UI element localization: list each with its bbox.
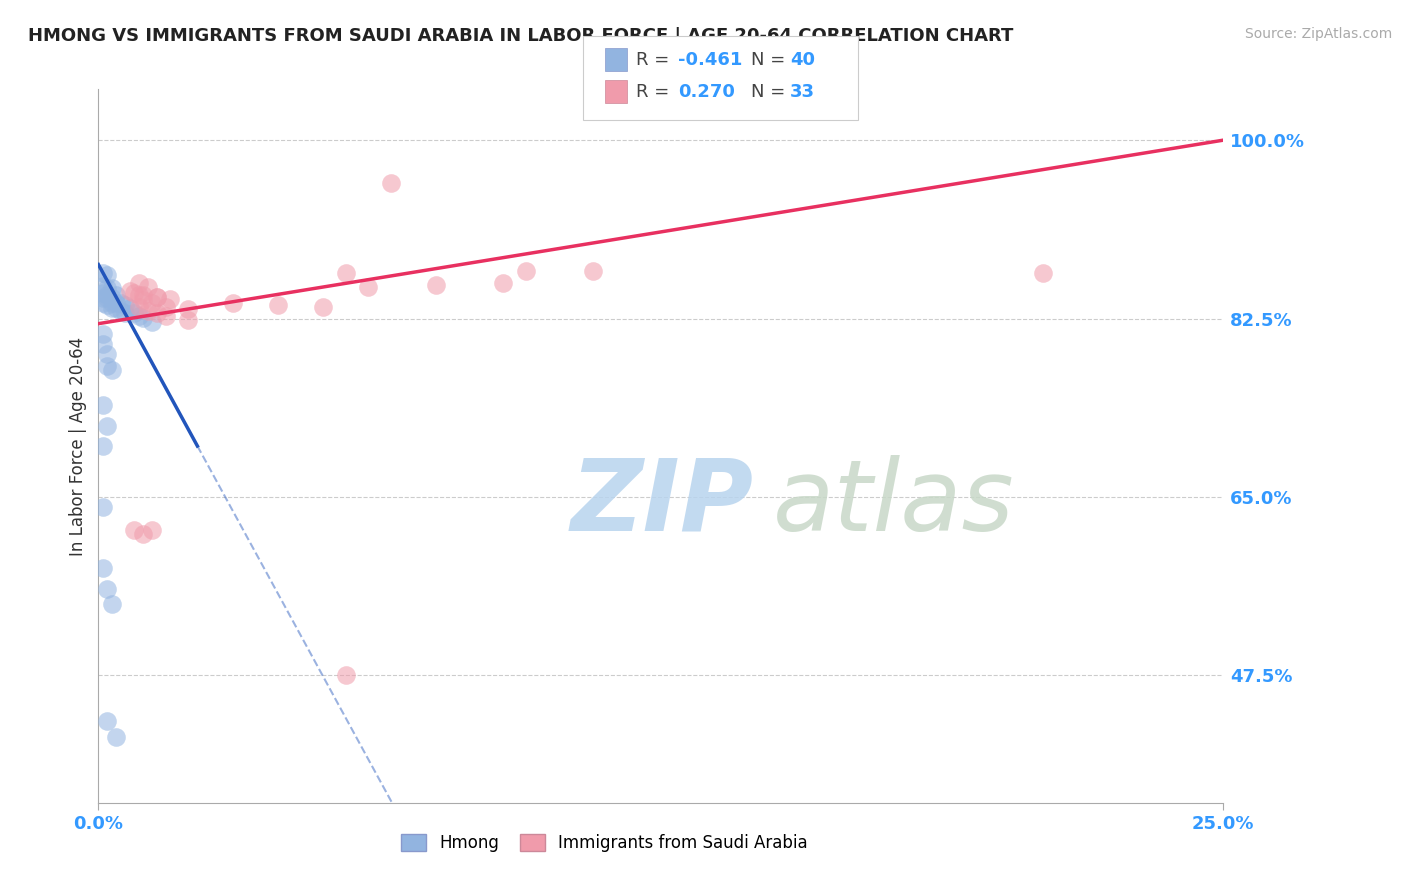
Legend: Hmong, Immigrants from Saudi Arabia: Hmong, Immigrants from Saudi Arabia — [395, 827, 814, 859]
Point — [132, 288, 155, 302]
Text: R =: R = — [636, 51, 675, 69]
Point — [91, 279, 114, 293]
Point — [159, 292, 181, 306]
Point — [1032, 266, 1054, 280]
Point — [101, 301, 124, 316]
Text: 0.270: 0.270 — [678, 83, 734, 101]
Point — [335, 266, 357, 280]
Text: Source: ZipAtlas.com: Source: ZipAtlas.com — [1244, 27, 1392, 41]
Point — [91, 266, 114, 280]
Point — [155, 309, 177, 323]
Point — [105, 288, 128, 302]
Point — [114, 306, 136, 320]
Y-axis label: In Labor Force | Age 20-64: In Labor Force | Age 20-64 — [69, 336, 87, 556]
Point — [136, 280, 159, 294]
Point — [110, 296, 132, 310]
Point — [118, 284, 141, 298]
Point — [91, 500, 114, 515]
Text: 33: 33 — [790, 83, 815, 101]
Text: ZIP: ZIP — [571, 455, 754, 551]
Point — [515, 263, 537, 277]
Text: atlas: atlas — [773, 455, 1015, 551]
Point — [91, 561, 114, 575]
Point — [91, 286, 114, 301]
Point — [312, 301, 335, 315]
Point — [105, 301, 128, 316]
Point — [91, 439, 114, 453]
Point — [492, 276, 515, 290]
Point — [124, 306, 146, 320]
Point — [91, 291, 114, 305]
Point — [101, 296, 124, 310]
Point — [96, 291, 118, 305]
Point — [96, 418, 118, 433]
Point — [96, 714, 118, 729]
Point — [146, 290, 169, 304]
Point — [101, 281, 124, 295]
Point — [91, 326, 114, 341]
Point — [96, 359, 118, 374]
Text: 40: 40 — [790, 51, 815, 69]
Point — [128, 309, 150, 323]
Text: N =: N = — [751, 51, 790, 69]
Point — [128, 301, 150, 315]
Point — [132, 293, 155, 308]
Point — [146, 306, 169, 320]
Point — [155, 301, 177, 315]
Point — [101, 597, 124, 611]
Point — [101, 362, 124, 376]
Point — [357, 280, 380, 294]
Point — [335, 668, 357, 682]
Point — [177, 312, 200, 326]
Point — [96, 268, 118, 282]
Point — [91, 398, 114, 412]
Point — [118, 301, 141, 316]
Point — [128, 288, 150, 302]
Point — [132, 310, 155, 325]
Point — [124, 286, 146, 301]
Point — [101, 291, 124, 305]
Text: HMONG VS IMMIGRANTS FROM SAUDI ARABIA IN LABOR FORCE | AGE 20-64 CORRELATION CHA: HMONG VS IMMIGRANTS FROM SAUDI ARABIA IN… — [28, 27, 1014, 45]
Point — [105, 296, 128, 310]
Point — [124, 523, 146, 537]
Point — [96, 347, 118, 361]
Point — [141, 523, 163, 537]
Point — [132, 526, 155, 541]
Point — [91, 337, 114, 351]
Point — [96, 298, 118, 312]
Text: N =: N = — [751, 83, 790, 101]
Point — [96, 281, 118, 295]
Point — [96, 288, 118, 302]
Text: R =: R = — [636, 83, 675, 101]
Point — [114, 298, 136, 312]
Point — [380, 176, 402, 190]
Point — [582, 263, 605, 277]
Point — [141, 315, 163, 329]
Point — [91, 296, 114, 310]
Point — [110, 304, 132, 318]
Point — [128, 276, 150, 290]
Point — [105, 730, 128, 744]
Point — [141, 296, 163, 310]
Point — [222, 296, 245, 310]
Point — [425, 277, 447, 292]
Point — [146, 290, 169, 304]
Point — [267, 298, 290, 312]
Point — [177, 302, 200, 317]
Point — [136, 304, 159, 318]
Point — [96, 582, 118, 596]
Text: -0.461: -0.461 — [678, 51, 742, 69]
